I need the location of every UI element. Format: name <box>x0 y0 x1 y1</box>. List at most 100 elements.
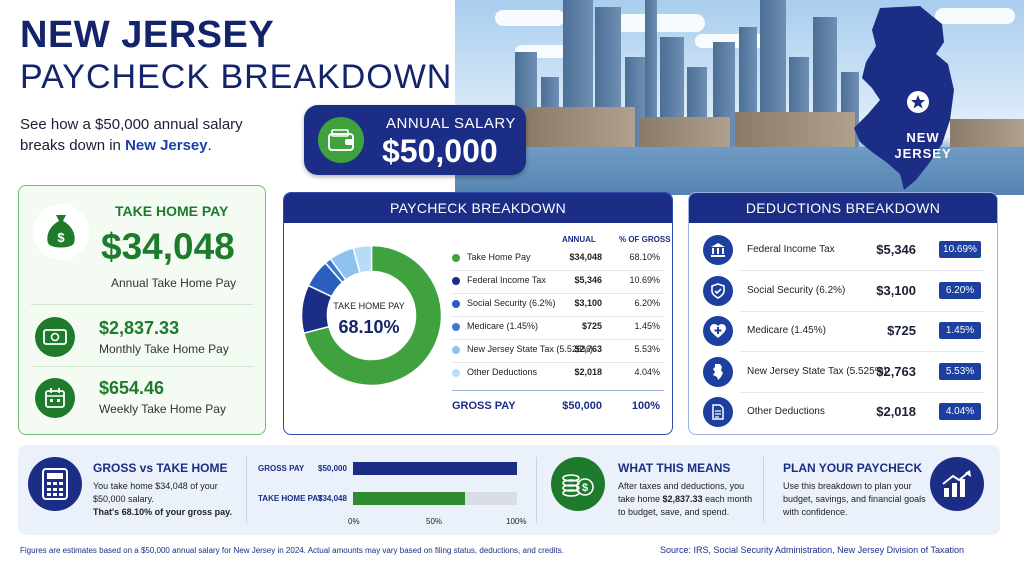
row-pct: 6.20% <box>634 298 660 308</box>
deduction-amount: $3,100 <box>876 282 916 298</box>
bar-label: GROSS PAY <box>258 464 305 473</box>
state-icon <box>703 356 733 387</box>
deductions-breakdown-card: DEDUCTIONS BREAKDOWN Federal Income Tax $… <box>688 192 998 435</box>
row-annual: $725 <box>581 321 602 331</box>
calendar-icon <box>35 378 75 418</box>
breakdown-row: New Jersey State Tax (5.525%) $2,763 5.53% <box>452 339 664 363</box>
document-icon <box>703 397 733 427</box>
deduction-row: New Jersey State Tax (5.525%) $2,763 5.53% <box>689 352 997 392</box>
page-title-line2: PAYCHECK BREAKDOWN <box>20 58 453 96</box>
svg-text:$: $ <box>582 482 588 494</box>
deduction-row: Other Deductions $2,018 4.04% <box>689 392 997 432</box>
page-title-line1: NEW JERSEY <box>20 14 275 56</box>
footer-note: Figures are estimates based on a $50,000… <box>20 546 564 555</box>
row-pct: 4.04% <box>634 367 660 377</box>
col-annual-header: ANNUAL <box>562 235 596 244</box>
calculator-icon <box>28 457 82 511</box>
bar-track <box>353 462 517 475</box>
bar-track <box>353 492 517 505</box>
footer-source: Source: IRS, Social Security Administrat… <box>660 545 964 555</box>
annual-take-home-label: Annual Take Home Pay <box>111 276 237 290</box>
deduction-amount: $725 <box>887 323 916 338</box>
col-pct-header: % OF GROSS <box>619 235 671 244</box>
deduction-pct-badge: 6.20% <box>939 281 981 299</box>
weekly-take-home-label: Weekly Take Home Pay <box>99 402 226 416</box>
row-pct: 5.53% <box>634 344 660 354</box>
money-bag-icon: $ <box>33 204 89 260</box>
deduction-row: Medicare (1.45%) $725 1.45% <box>689 311 997 351</box>
deduction-pct-badge: 5.53% <box>939 362 981 380</box>
deduction-amount: $5,346 <box>876 242 916 257</box>
summary-panel: GROSS vs TAKE HOME You take home $34,048… <box>18 445 1000 535</box>
plan-text: Use this breakdown to plan your budget, … <box>783 481 926 517</box>
deduction-pct-badge: 1.45% <box>939 322 981 339</box>
deduction-name: Social Security (6.2%) <box>747 284 846 296</box>
gross-pay-row: GROSS PAY $50,000 100% <box>452 400 660 412</box>
bar-fill <box>353 492 465 505</box>
deduction-name: Federal Income Tax <box>747 244 835 255</box>
deduction-amount: $2,763 <box>876 363 916 379</box>
gross-vs-heading: GROSS vs TAKE HOME <box>93 461 228 475</box>
gross-vs-text: You take home $34,048 of your $50,000 sa… <box>93 481 233 517</box>
paycheck-breakdown-card: PAYCHECK BREAKDOWN TAKE HOME PAY 68.10% … <box>283 192 673 435</box>
deduction-name: New Jersey State Tax (5.525%) <box>747 365 887 377</box>
row-annual: $3,100 <box>574 298 602 308</box>
donut-center: TAKE HOME PAY 68.10% <box>333 301 405 337</box>
donut-slice <box>302 244 443 387</box>
salary-value: $50,000 <box>382 133 498 169</box>
row-pct: 10.69% <box>629 275 660 285</box>
monthly-take-home-label: Monthly Take Home Pay <box>99 342 229 356</box>
bar-label: TAKE HOME PAY <box>258 494 323 503</box>
donut-slice <box>352 244 373 274</box>
row-name: New Jersey State Tax (5.525%) <box>467 344 593 354</box>
legend-dot <box>452 346 460 354</box>
axis-tick: 0% <box>348 517 360 526</box>
breakdown-row: Federal Income Tax $5,346 10.69% <box>452 270 664 294</box>
row-annual: $2,763 <box>574 344 602 354</box>
breakdown-row: Social Security (6.2%) $3,100 6.20% <box>452 293 664 317</box>
salary-label: ANNUAL SALARY <box>386 115 516 132</box>
row-annual: $34,048 <box>569 252 602 262</box>
bar-value: $34,048 <box>318 494 347 503</box>
axis-tick: 50% <box>426 517 443 526</box>
take-home-heading: TAKE HOME PAY <box>115 203 229 219</box>
row-pct: 1.45% <box>634 321 660 331</box>
row-annual: $5,346 <box>574 275 602 285</box>
plan-heading: PLAN YOUR PAYCHECK <box>783 461 923 475</box>
weekly-take-home-value: $654.46 <box>99 378 165 398</box>
row-pct: 68.10% <box>629 252 660 262</box>
bar-fill <box>353 462 517 475</box>
row-name: Take Home Pay <box>467 252 531 262</box>
map-label: NEW JERSEY <box>894 130 952 161</box>
monthly-take-home-value: $2,837.33 <box>99 318 180 338</box>
take-home-card: $ TAKE HOME PAY $34,048 Annual Take Home… <box>18 185 266 435</box>
deduction-row: Federal Income Tax $5,346 10.69% <box>689 230 997 270</box>
deduction-pct-badge: 10.69% <box>939 241 981 258</box>
health-icon <box>703 316 733 346</box>
annual-salary-badge: ANNUAL SALARY $50,000 <box>304 105 526 175</box>
breakdown-row: Other Deductions $2,018 4.04% <box>452 362 664 386</box>
what-means-heading: WHAT THIS MEANS <box>618 461 731 475</box>
legend-dot <box>452 277 460 285</box>
legend-dot <box>452 254 460 262</box>
row-name: Federal Income Tax <box>467 275 546 285</box>
legend-dot <box>452 323 460 331</box>
coins-icon: $ <box>551 457 605 511</box>
breakdown-donut-chart <box>300 244 443 387</box>
shield-icon <box>703 275 733 306</box>
bar-value: $50,000 <box>318 464 347 473</box>
intro-state: New Jersey <box>125 137 208 154</box>
breakdown-row: Medicare (1.45%) $725 1.45% <box>452 316 664 340</box>
breakdown-row: Take Home Pay $34,048 68.10% <box>452 247 664 271</box>
annual-take-home-value: $34,048 <box>101 226 235 267</box>
legend-dot <box>452 300 460 308</box>
row-name: Social Security (6.2%) <box>467 298 556 308</box>
deduction-amount: $2,018 <box>876 404 916 419</box>
new-jersey-map-icon <box>854 6 954 190</box>
wallet-icon <box>318 117 364 163</box>
growth-chart-icon <box>930 457 984 511</box>
axis-tick: 100% <box>506 517 527 526</box>
breakdown-header: PAYCHECK BREAKDOWN <box>284 193 672 223</box>
legend-dot <box>452 369 460 377</box>
deduction-name: Medicare (1.45%) <box>747 325 826 336</box>
